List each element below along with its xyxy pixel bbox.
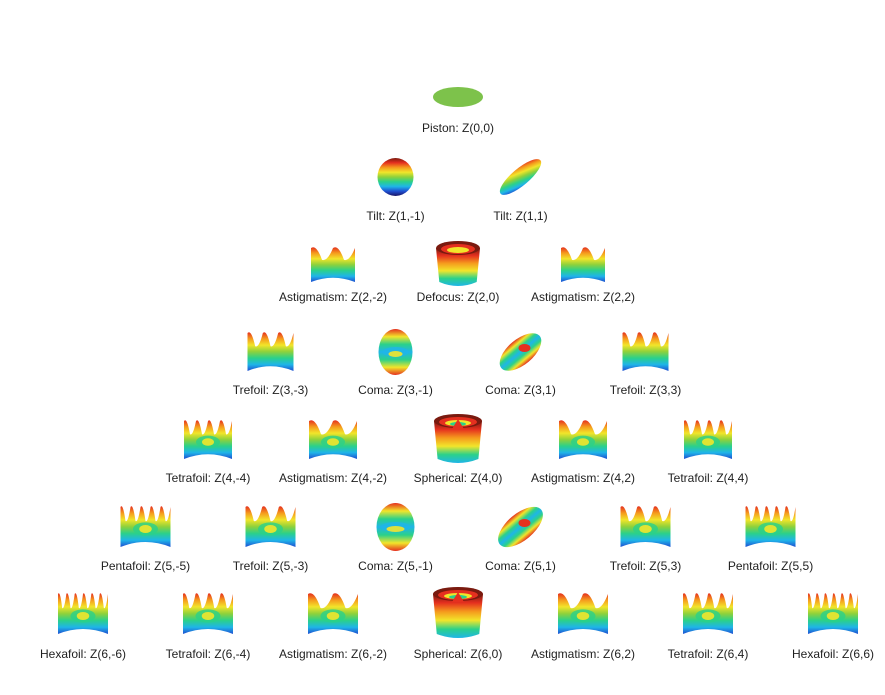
label-z-3-1: Coma: Z(3,1) <box>485 383 556 397</box>
label-z-4-2: Astigmatism: Z(4,2) <box>530 471 636 485</box>
surface-z-4-4 <box>684 420 732 459</box>
label-z-6-neg2: Astigmatism: Z(6,-2) <box>278 647 388 661</box>
label-z-6-2: Astigmatism: Z(6,2) <box>530 647 636 661</box>
surface-z-3-1 <box>499 333 542 371</box>
label-z-6-4: Tetrafoil: Z(6,4) <box>667 647 749 661</box>
surface-z-6-6 <box>808 593 858 634</box>
surface-z-3-3 <box>622 332 669 371</box>
label-z-1-neg1: Tilt: Z(1,-1) <box>366 209 425 223</box>
surface-z-2-2 <box>561 247 605 282</box>
surface-z-6-neg4 <box>183 593 233 634</box>
label-z-5-1: Coma: Z(5,1) <box>485 559 556 573</box>
label-z-6-6: Hexafoil: Z(6,6) <box>791 647 875 661</box>
label-z-3-neg1: Coma: Z(3,-1) <box>358 383 433 397</box>
label-z-4-neg2: Astigmatism: Z(4,-2) <box>278 471 388 485</box>
surface-z-5-neg3 <box>245 506 296 547</box>
surface-z-5-5 <box>745 506 796 547</box>
surface-z-4-neg4 <box>184 420 232 459</box>
label-z-0-0: Piston: Z(0,0) <box>421 121 495 135</box>
label-z-1-1: Tilt: Z(1,1) <box>493 209 548 223</box>
surface-z-4-2 <box>559 420 607 459</box>
label-z-5-neg1: Coma: Z(5,-1) <box>358 559 433 573</box>
label-z-4-0: Spherical: Z(4,0) <box>413 471 503 485</box>
surface-z-4-neg2 <box>309 420 357 459</box>
surface-z-5-3 <box>620 506 671 547</box>
label-z-3-3: Trefoil: Z(3,3) <box>609 383 682 397</box>
surface-z-1-1 <box>499 159 542 195</box>
label-z-2-2: Astigmatism: Z(2,2) <box>530 290 636 304</box>
surface-z-0-0 <box>433 87 483 107</box>
surface-z-4-0 <box>434 414 482 463</box>
surface-z-1-neg1 <box>377 158 414 196</box>
label-z-6-neg4: Tetrafoil: Z(6,-4) <box>165 647 251 661</box>
label-z-6-neg6: Hexafoil: Z(6,-6) <box>39 647 127 661</box>
label-z-2-0: Defocus: Z(2,0) <box>416 290 500 304</box>
surface-z-6-neg2 <box>308 593 358 634</box>
surface-z-6-neg6 <box>58 593 108 634</box>
surface-z-5-neg1 <box>376 503 415 551</box>
surface-z-3-neg3 <box>247 332 294 371</box>
label-z-5-neg3: Trefoil: Z(5,-3) <box>232 559 309 573</box>
surface-z-2-neg2 <box>311 247 355 282</box>
label-z-4-neg4: Tetrafoil: Z(4,-4) <box>165 471 251 485</box>
label-z-5-5: Pentafoil: Z(5,5) <box>727 559 814 573</box>
surface-z-2-0 <box>436 241 480 286</box>
label-z-4-4: Tetrafoil: Z(4,4) <box>667 471 749 485</box>
surface-z-6-2 <box>558 593 608 634</box>
label-z-3-neg3: Trefoil: Z(3,-3) <box>232 383 309 397</box>
label-z-2-neg2: Astigmatism: Z(2,-2) <box>278 290 388 304</box>
surface-z-6-4 <box>683 593 733 634</box>
label-z-5-neg5: Pentafoil: Z(5,-5) <box>100 559 191 573</box>
surface-z-5-1 <box>498 506 543 548</box>
label-z-6-0: Spherical: Z(6,0) <box>413 647 503 661</box>
label-z-5-3: Trefoil: Z(5,3) <box>609 559 682 573</box>
surface-z-3-neg1 <box>378 329 413 375</box>
surface-z-5-neg5 <box>120 506 171 547</box>
surface-z-6-0 <box>433 587 483 638</box>
